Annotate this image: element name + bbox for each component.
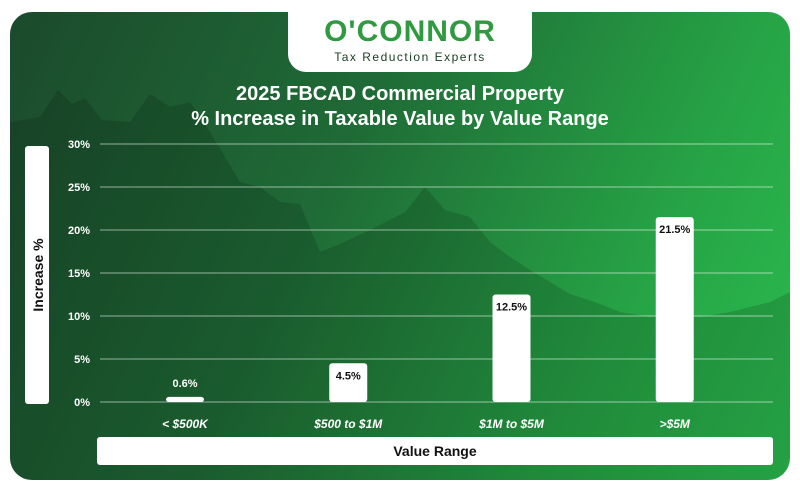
chart-title-line-1: 2025 FBCAD Commercial Property bbox=[236, 83, 564, 105]
data-label: 0.6% bbox=[172, 378, 197, 390]
x-axis-label-box bbox=[97, 437, 773, 465]
bar bbox=[655, 217, 694, 402]
y-tick-label: 5% bbox=[74, 354, 90, 366]
x-axis-label: Value Range bbox=[393, 443, 477, 459]
y-tick-label: 10% bbox=[68, 311, 90, 323]
x-tick-label: < $500K bbox=[162, 417, 209, 431]
data-label: 12.5% bbox=[496, 302, 527, 314]
y-axis-label-box bbox=[25, 146, 49, 404]
y-tick-label: 0% bbox=[74, 397, 90, 409]
bar bbox=[329, 363, 368, 402]
chart-title-line-2: % Increase in Taxable Value by Value Ran… bbox=[191, 108, 609, 130]
x-tick-label: >$5M bbox=[660, 417, 691, 431]
x-tick-label: $1M to $5M bbox=[478, 417, 545, 431]
x-tick-label: $500 to $1M bbox=[313, 417, 383, 431]
y-tick-label: 30% bbox=[68, 139, 90, 151]
data-label: 21.5% bbox=[659, 224, 690, 236]
chart-title: 2025 FBCAD Commercial Property % Increas… bbox=[0, 82, 800, 132]
y-tick-label: 15% bbox=[68, 268, 90, 280]
logo: O'CONNOR Tax Reduction Experts bbox=[288, 12, 532, 72]
y-tick-label: 20% bbox=[68, 225, 90, 237]
logo-name: O'CONNOR bbox=[324, 15, 496, 48]
y-tick-label: 25% bbox=[68, 182, 90, 194]
logo-tagline: Tax Reduction Experts bbox=[334, 50, 486, 64]
data-label: 4.5% bbox=[336, 370, 361, 382]
bar bbox=[492, 294, 531, 402]
bar bbox=[166, 396, 204, 402]
